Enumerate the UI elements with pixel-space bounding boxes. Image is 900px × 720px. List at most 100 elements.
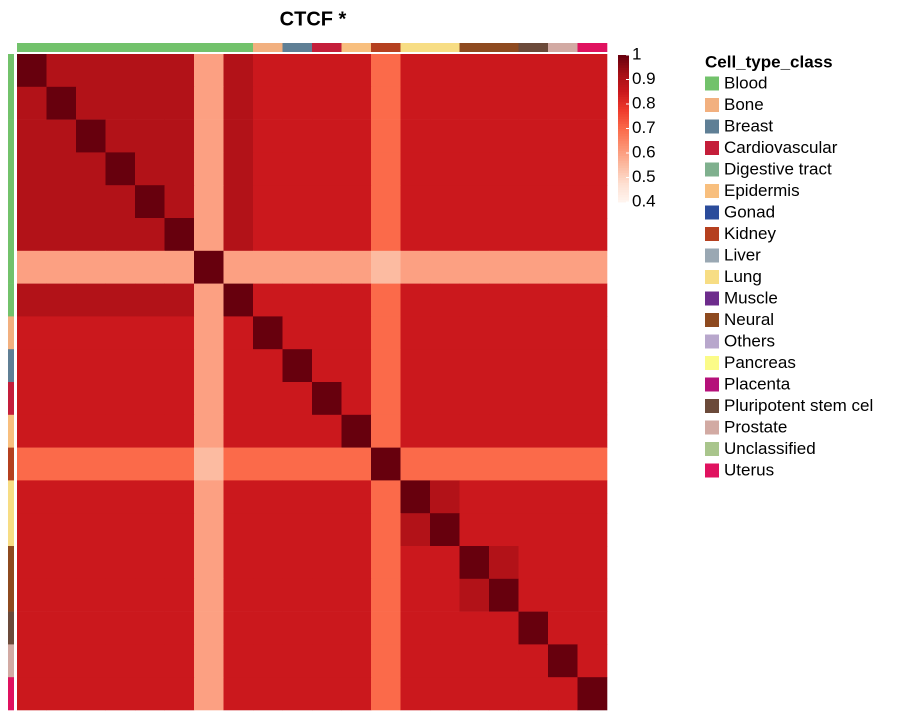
heatmap-cell bbox=[17, 349, 47, 383]
heatmap-cell bbox=[430, 480, 460, 514]
heatmap-cell bbox=[489, 677, 519, 711]
colorbar-tick-label: 0.5 bbox=[632, 167, 656, 186]
heatmap-cell bbox=[223, 414, 254, 448]
heatmap-cell bbox=[105, 349, 136, 383]
heatmap-cell bbox=[164, 611, 195, 645]
heatmap-cell bbox=[17, 250, 47, 284]
heatmap-cell bbox=[430, 185, 460, 219]
heatmap-cell bbox=[312, 578, 342, 612]
heatmap-cell bbox=[223, 185, 254, 219]
legend-label: Lung bbox=[724, 267, 762, 286]
heatmap-cell bbox=[17, 218, 47, 252]
heatmap-cell bbox=[341, 382, 372, 416]
heatmap-cell bbox=[282, 677, 313, 711]
heatmap-cell bbox=[459, 152, 490, 186]
heatmap-cell bbox=[518, 513, 549, 547]
heatmap-cell bbox=[459, 382, 490, 416]
heatmap-cell bbox=[164, 349, 195, 383]
colorbar-segment bbox=[618, 74, 629, 78]
heatmap-cell bbox=[459, 283, 490, 317]
heatmap-cell bbox=[577, 218, 608, 252]
heatmap-cell bbox=[223, 54, 254, 88]
heatmap-cell bbox=[489, 54, 519, 88]
heatmap-cell bbox=[371, 152, 401, 186]
heatmap-cell bbox=[17, 578, 47, 612]
heatmap-cell bbox=[548, 250, 578, 284]
colorbar-segment bbox=[618, 167, 629, 171]
colorbar-segment bbox=[618, 123, 629, 127]
heatmap-cell bbox=[400, 513, 431, 547]
heatmap-cell bbox=[312, 86, 342, 120]
colorbar-segment bbox=[618, 94, 629, 98]
row-annotation bbox=[8, 677, 14, 711]
heatmap-cell bbox=[518, 349, 549, 383]
colorbar-segment bbox=[618, 55, 629, 58]
heatmap-cell bbox=[76, 283, 106, 317]
heatmap-cell bbox=[135, 578, 165, 612]
colorbar-segment bbox=[618, 81, 629, 85]
colorbar-segment bbox=[618, 128, 629, 132]
heatmap-cell bbox=[341, 316, 372, 350]
colorbar-segment bbox=[618, 165, 629, 169]
heatmap-cell bbox=[548, 119, 578, 153]
heatmap-cell bbox=[400, 283, 431, 317]
heatmap-cell bbox=[76, 119, 106, 153]
heatmap-cell bbox=[76, 644, 106, 678]
heatmap-cell bbox=[400, 546, 431, 580]
colorbar-segment bbox=[618, 172, 629, 176]
heatmap-cell bbox=[223, 546, 254, 580]
heatmap-cell bbox=[577, 414, 608, 448]
row-annotation bbox=[8, 644, 14, 678]
colorbar-segment bbox=[618, 177, 629, 181]
heatmap-cell bbox=[312, 414, 342, 448]
heatmap-cell bbox=[164, 513, 195, 547]
heatmap-cell bbox=[341, 86, 372, 120]
heatmap-cell bbox=[194, 185, 224, 219]
heatmap-cell bbox=[489, 513, 519, 547]
heatmap-cell bbox=[548, 185, 578, 219]
heatmap-cell bbox=[76, 218, 106, 252]
colorbar-segment bbox=[618, 77, 629, 80]
heatmap-cell bbox=[312, 250, 342, 284]
heatmap-cell bbox=[489, 152, 519, 186]
colorbar-segment bbox=[618, 79, 629, 83]
heatmap-cell bbox=[577, 513, 608, 547]
heatmap-cell bbox=[577, 480, 608, 514]
heatmap-cell bbox=[253, 578, 283, 612]
heatmap-cell bbox=[548, 86, 578, 120]
heatmap-cell bbox=[430, 578, 460, 612]
heatmap-cell bbox=[459, 414, 490, 448]
heatmap-cell bbox=[105, 54, 136, 88]
heatmap-cell bbox=[253, 119, 283, 153]
heatmap-cell bbox=[459, 644, 490, 678]
heatmap-cell bbox=[17, 611, 47, 645]
heatmap-cell bbox=[312, 349, 342, 383]
heatmap-cell bbox=[548, 480, 578, 514]
heatmap-cell bbox=[312, 152, 342, 186]
heatmap-cell bbox=[76, 54, 106, 88]
heatmap-cell bbox=[105, 480, 136, 514]
legend-label: Uterus bbox=[724, 460, 774, 479]
colorbar-segment bbox=[618, 69, 629, 73]
heatmap-cell bbox=[17, 86, 47, 120]
colorbar-tick-label: 0.6 bbox=[632, 142, 656, 161]
column-annotation bbox=[312, 43, 342, 52]
heatmap-cell bbox=[253, 382, 283, 416]
heatmap-cell bbox=[46, 447, 77, 481]
heatmap-cell bbox=[223, 250, 254, 284]
colorbar-segment bbox=[618, 72, 629, 75]
column-annotation bbox=[371, 43, 401, 52]
heatmap-cell bbox=[282, 382, 313, 416]
heatmap-cell bbox=[489, 644, 519, 678]
heatmap-cell bbox=[105, 250, 136, 284]
heatmap-cell bbox=[46, 611, 77, 645]
row-annotation bbox=[8, 185, 14, 219]
colorbar-segment bbox=[618, 192, 629, 196]
heatmap-cell bbox=[282, 414, 313, 448]
heatmap-cell bbox=[105, 283, 136, 317]
legend-label: Others bbox=[724, 331, 775, 350]
heatmap-cell bbox=[371, 611, 401, 645]
heatmap-cell bbox=[194, 86, 224, 120]
heatmap-cell bbox=[577, 546, 608, 580]
